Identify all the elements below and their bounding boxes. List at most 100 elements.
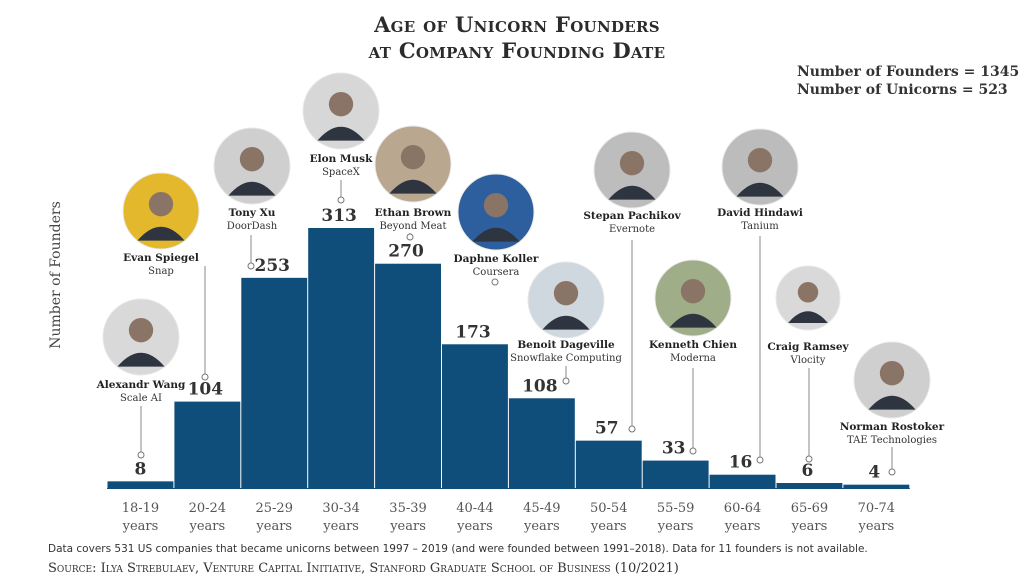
x-tick-label-unit: years — [858, 519, 895, 534]
founder-name: Tony Xu — [229, 207, 276, 219]
leader-dot — [137, 451, 145, 459]
portrait-head — [879, 361, 905, 386]
x-tick-label-unit: years — [791, 519, 828, 534]
x-tick-label-unit: years — [590, 519, 627, 534]
x-tick-label-35-39: 35-39 — [389, 501, 426, 516]
founder-name: Craig Ramsey — [767, 341, 849, 353]
x-tick-label-40-44: 40-44 — [456, 501, 493, 516]
founder-name: Benoit Dageville — [517, 339, 615, 351]
leader-dot — [756, 456, 764, 464]
founder-name: Elon Musk — [310, 153, 373, 165]
x-tick-label-70-74: 70-74 — [858, 501, 895, 516]
value-label-50-54: 57 — [595, 419, 619, 439]
unicorns-count: Number of Unicorns = 523 — [797, 82, 1008, 98]
bar-35-39 — [375, 263, 441, 488]
leader-dot — [628, 425, 636, 433]
portrait-head — [400, 145, 426, 170]
value-label-35-39: 270 — [388, 242, 424, 262]
data-note: Data covers 531 US companies that became… — [48, 543, 868, 555]
leader-dot — [337, 196, 345, 204]
founder-company: Beyond Meat — [379, 221, 446, 232]
value-label-40-44: 173 — [455, 322, 491, 342]
portrait-shoulders — [868, 395, 916, 410]
bar-60-64 — [709, 474, 776, 488]
leader-dot — [406, 233, 414, 241]
x-tick-label-unit: years — [189, 519, 226, 534]
x-tick-label-unit: years — [322, 519, 359, 534]
value-label-70-74: 4 — [868, 463, 880, 483]
portrait-shoulders — [542, 315, 590, 330]
portrait-head — [553, 281, 579, 306]
bar-45-49 — [508, 398, 575, 488]
value-label-55-59: 33 — [662, 439, 686, 459]
founder-name: Evan Spiegel — [123, 252, 199, 264]
portrait-shoulders — [669, 313, 717, 328]
founder-name: Stepan Pachikov — [583, 210, 681, 222]
x-tick-label-18-19: 18-19 — [122, 501, 159, 516]
bar-40-44 — [442, 344, 508, 488]
founder-company: Coursera — [473, 267, 520, 278]
bar-20-24 — [174, 401, 241, 488]
portrait-shoulders — [137, 226, 185, 241]
x-tick-label-unit: years — [523, 519, 560, 534]
portrait-head — [483, 193, 509, 218]
value-label-18-19: 8 — [135, 459, 147, 479]
leader-dot — [888, 468, 896, 476]
x-tick-label-unit: years — [456, 519, 493, 534]
portrait-shoulders — [389, 179, 437, 194]
founder-company: SpaceX — [322, 167, 361, 178]
x-tick-label-20-24: 20-24 — [189, 501, 226, 516]
bar-30-34 — [308, 228, 375, 488]
portrait-shoulders — [117, 352, 165, 367]
portrait-shoulders — [736, 182, 784, 197]
x-tick-label-45-49: 45-49 — [523, 501, 560, 516]
source-citation: Source: Ilya Strebulaev, Venture Capital… — [48, 561, 679, 576]
portrait-shoulders — [472, 227, 520, 242]
value-label-25-29: 253 — [255, 256, 291, 276]
leader-dot — [805, 455, 813, 463]
value-label-30-34: 313 — [321, 206, 357, 226]
founder-company: Tanium — [741, 221, 779, 232]
x-tick-label-50-54: 50-54 — [590, 501, 627, 516]
founder-company: Moderna — [670, 353, 716, 364]
portrait-shoulders — [317, 126, 365, 141]
chart-title-line-2: at Company Founding Date — [368, 38, 666, 63]
x-tick-label-55-59: 55-59 — [657, 501, 694, 516]
leader-dot — [562, 377, 570, 385]
founder-company: DoorDash — [227, 221, 278, 232]
portrait-head — [328, 92, 354, 117]
founder-company: Snowflake Computing — [510, 353, 622, 364]
portrait-head — [747, 148, 773, 173]
x-tick-label-unit: years — [657, 519, 694, 534]
founder-name: Daphne Koller — [454, 253, 539, 265]
portrait-shoulders — [608, 185, 656, 200]
portrait-head — [239, 147, 265, 172]
portrait-shoulders — [228, 181, 276, 196]
portrait-shoulders — [788, 311, 828, 323]
founder-company: Scale AI — [120, 393, 162, 404]
founder-name: Ethan Brown — [375, 207, 452, 219]
founder-company: Vlocity — [790, 355, 826, 366]
value-label-20-24: 104 — [188, 380, 224, 400]
portrait-head — [680, 279, 706, 304]
x-tick-label-unit: years — [389, 519, 426, 534]
founder-name: Norman Rostoker — [840, 421, 945, 433]
x-tick-label-65-69: 65-69 — [791, 501, 828, 516]
founder-company: TAE Technologies — [847, 435, 937, 446]
founder-company: Snap — [148, 266, 174, 277]
value-label-45-49: 108 — [522, 376, 558, 396]
x-tick-label-30-34: 30-34 — [322, 501, 359, 516]
value-label-65-69: 6 — [802, 461, 814, 481]
founder-company: Evernote — [609, 224, 655, 235]
bar-70-74 — [843, 484, 910, 488]
bar-25-29 — [241, 277, 308, 488]
x-tick-label-25-29: 25-29 — [256, 501, 293, 516]
x-tick-label-unit: years — [255, 519, 292, 534]
founders-count: Number of Founders = 1345 — [797, 64, 1020, 80]
founder-name: Alexandr Wang — [96, 379, 186, 391]
founder-name: David Hindawi — [717, 207, 803, 219]
leader-dot — [689, 447, 697, 455]
chart-title-line-1: Age of Unicorn Founders — [374, 12, 660, 37]
